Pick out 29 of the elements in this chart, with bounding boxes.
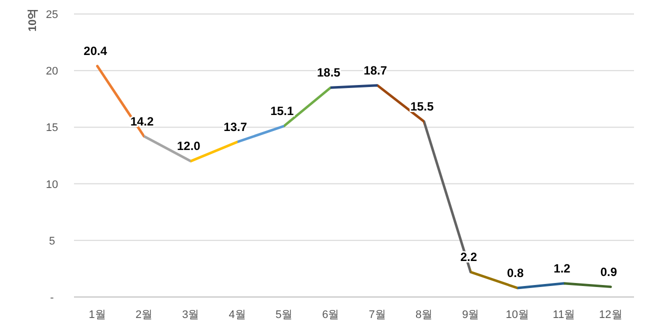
- text: 1.2: [554, 261, 570, 276]
- text: 20.4: [84, 44, 108, 58]
- x-tick-label: 2월: [135, 309, 153, 321]
- text: 12.0: [176, 139, 200, 154]
- y-tick-label: 5: [48, 235, 56, 248]
- y-tick-label: 10: [46, 178, 58, 191]
- y-tick-label: 20: [46, 66, 58, 78]
- text: 0.8: [506, 266, 524, 280]
- text: 15.1: [270, 104, 294, 118]
- x-tick-label: 3월: [182, 309, 200, 321]
- x-tick-label: 10월: [506, 309, 529, 321]
- x-tick-label: 6월: [322, 309, 340, 321]
- x-tick-label: 5월: [275, 309, 293, 321]
- text: 0.9: [600, 264, 618, 279]
- x-tick-label: 12월: [599, 309, 622, 321]
- y-tick-label: -: [50, 292, 54, 304]
- x-tick-label: 8월: [415, 309, 433, 321]
- y-tick-label: 15: [46, 122, 58, 134]
- y-tick-label: 25: [46, 9, 58, 21]
- x-tick-label: 7월: [368, 309, 386, 321]
- x-tick-label: 1월: [88, 309, 106, 321]
- y-axis-title: 10억: [27, 8, 39, 32]
- text: 18.7: [364, 63, 388, 78]
- x-tick-label: 11월: [552, 309, 576, 321]
- text: 15.5: [410, 100, 434, 114]
- text: 13.7: [224, 120, 248, 134]
- text: 18.5: [316, 66, 340, 80]
- x-tick-label: 4월: [228, 309, 246, 321]
- x-tick-label: 9월: [462, 309, 480, 321]
